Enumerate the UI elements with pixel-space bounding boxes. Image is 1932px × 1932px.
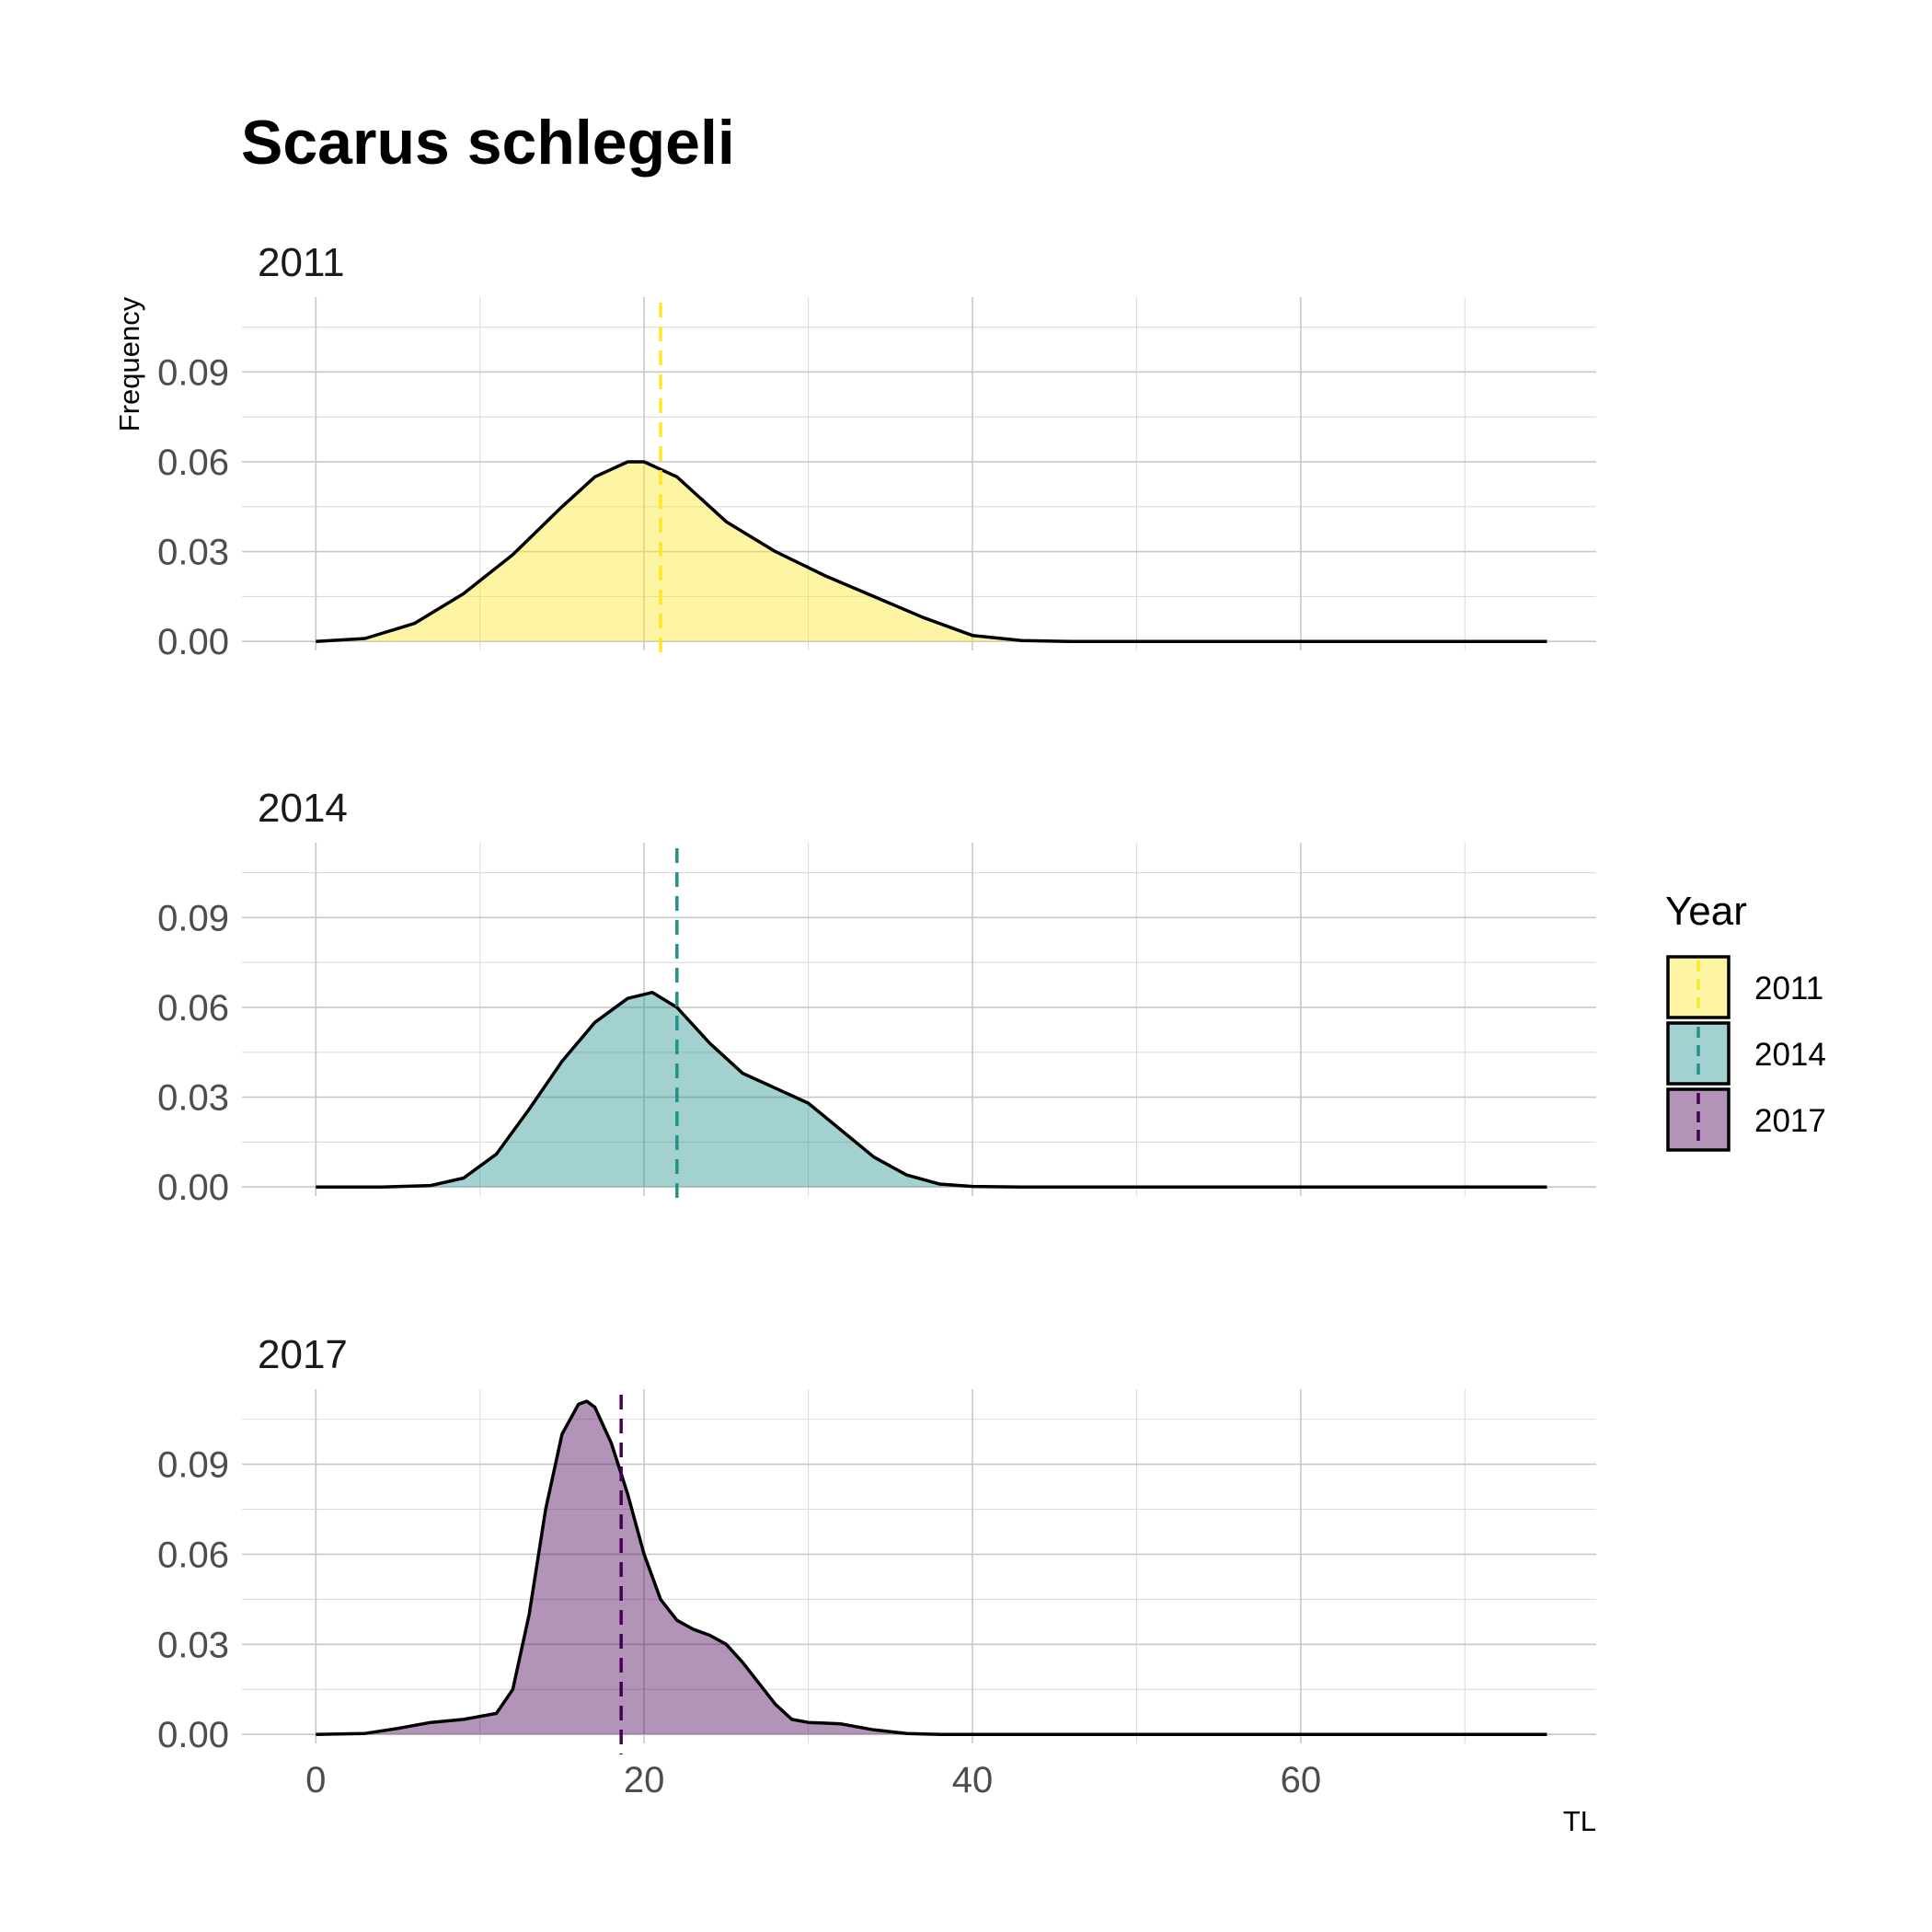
y-tick-label: 0.03 (157, 1625, 229, 1665)
density-area-2014 (316, 992, 1547, 1188)
y-tick-label: 0.03 (157, 1078, 229, 1119)
legend-label-2011: 2011 (1754, 971, 1823, 1006)
legend-key-2014: 2014 (1666, 1021, 1826, 1086)
density-area-2011 (316, 462, 1547, 642)
chart-title: Scarus schlegeli (241, 108, 735, 178)
y-tick-label: 0.00 (157, 1167, 229, 1208)
x-tick-label: 60 (1281, 1760, 1322, 1800)
y-axis-title: Frequency (113, 296, 145, 431)
y-tick-label: 0.00 (157, 622, 229, 662)
density-line-2017 (316, 1399, 1547, 1736)
legend-key-2017: 2017 (1666, 1087, 1826, 1152)
y-tick-label: 0.06 (157, 1535, 229, 1575)
legend: Year 2011 2014 2017 (1665, 889, 1826, 1152)
facet-panels: 2011 0.00 0.03 0.06 0.09 2014 0.00 0.03 0.06 0.09… (157, 240, 1596, 1755)
legend-title: Year (1665, 889, 1747, 934)
y-tick-label: 0.00 (157, 1715, 229, 1755)
x-axis-title: TL (1563, 1805, 1596, 1837)
y-tick-label: 0.06 (157, 988, 229, 1029)
y-tick-label: 0.09 (157, 352, 229, 393)
legend-label-2017: 2017 (1754, 1103, 1826, 1139)
facet-panel-2017: 2017 0.00 0.03 0.06 0.09 (157, 1332, 1596, 1755)
x-tick-label: 0 (305, 1760, 326, 1800)
x-axis: 0 20 40 60 (305, 1760, 1321, 1800)
y-tick-label: 0.09 (157, 1445, 229, 1486)
facet-panel-2011: 2011 0.00 0.03 0.06 0.09 (157, 240, 1596, 662)
density-area-2017 (316, 1401, 1547, 1735)
facet-label-2017: 2017 (258, 1332, 348, 1377)
y-tick-label: 0.03 (157, 533, 229, 573)
x-tick-label: 20 (624, 1760, 665, 1800)
y-tick-label: 0.06 (157, 443, 229, 483)
density-line-2014 (316, 990, 1547, 1189)
x-tick-label: 40 (952, 1760, 994, 1800)
legend-label-2014: 2014 (1754, 1037, 1826, 1073)
density-line-2011 (316, 460, 1547, 643)
facet-label-2014: 2014 (258, 786, 348, 831)
y-tick-label: 0.09 (157, 898, 229, 938)
facet-panel-2014: 2014 0.00 0.03 0.06 0.09 (157, 786, 1596, 1208)
facet-label-2011: 2011 (258, 240, 345, 285)
legend-key-2011: 2011 (1666, 955, 1823, 1019)
